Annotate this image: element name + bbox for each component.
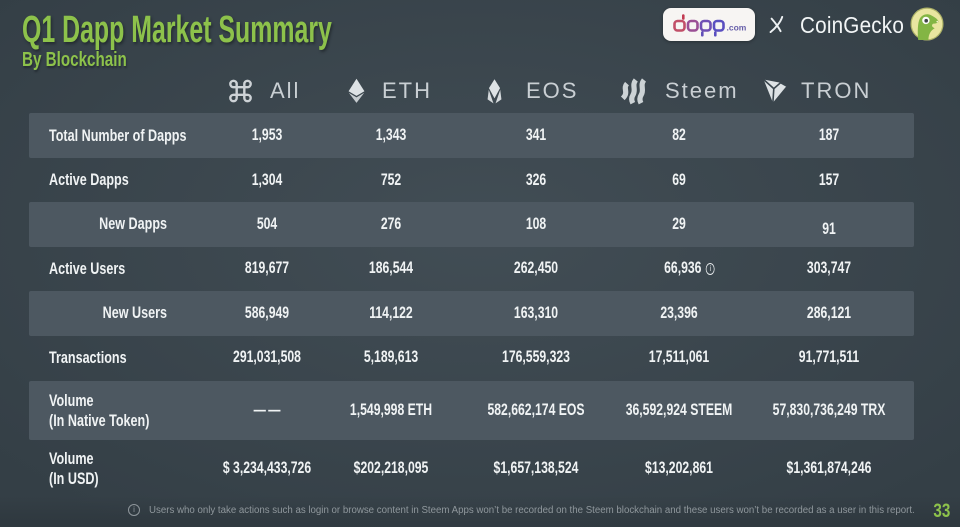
svg-text:.com: .com bbox=[727, 23, 747, 33]
